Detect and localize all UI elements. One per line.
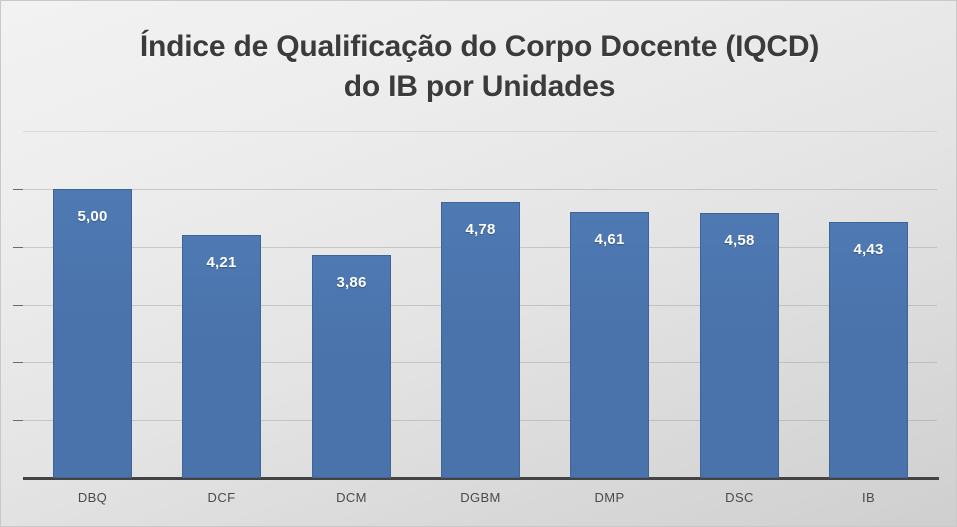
chart-title-line-2: do IB por Unidades	[343, 69, 616, 103]
y-axis-tick-1	[13, 420, 23, 421]
bar-value-label: 4,61	[594, 231, 625, 248]
bar-value-label: 4,21	[206, 254, 237, 271]
bar-value-label: 3,86	[336, 274, 367, 291]
y-axis-tick-4	[13, 247, 23, 248]
bar-dbq[interactable]: 5,00	[53, 189, 132, 478]
gridline-5	[23, 189, 937, 190]
bar-dcf[interactable]: 4,21	[182, 235, 261, 478]
x-axis-label-dbq: DBQ	[77, 490, 108, 505]
x-axis-line	[23, 477, 939, 480]
bar-dcm[interactable]: 3,86	[312, 255, 391, 478]
bar-value-label: 4,58	[724, 232, 755, 249]
bar-value-label: 4,78	[465, 221, 496, 238]
x-axis-label-dmp: DMP	[594, 490, 625, 505]
bar-ib[interactable]: 4,43	[829, 222, 908, 478]
bar-value-label: 5,00	[77, 208, 108, 225]
y-axis-tick-5	[13, 189, 23, 190]
bar-dgbm[interactable]: 4,78	[441, 202, 520, 478]
chart-title: Índice de Qualificação do Corpo Docente …	[1, 27, 956, 106]
x-axis-label-dcm: DCM	[336, 490, 367, 505]
x-axis-label-dgbm: DGBM	[460, 490, 501, 505]
bar-dsc[interactable]: 4,58	[700, 213, 779, 478]
x-axis-label-dsc: DSC	[725, 490, 754, 505]
y-axis-tick-3	[13, 305, 23, 306]
y-axis-tick-2	[13, 362, 23, 363]
bar-value-label: 4,43	[853, 241, 884, 258]
x-axis-label-dcf: DCF	[207, 490, 236, 505]
chart-title-line-1: Índice de Qualificação do Corpo Docente …	[139, 30, 820, 63]
gridline-6	[23, 131, 937, 132]
x-axis-label-ib: IB	[861, 490, 876, 505]
bar-dmp[interactable]: 4,61	[570, 212, 649, 478]
